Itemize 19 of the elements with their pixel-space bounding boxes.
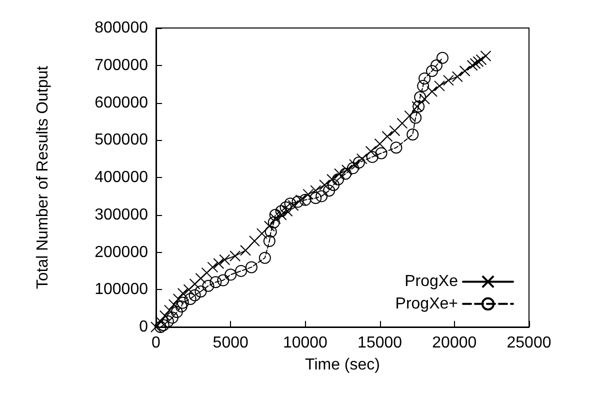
x-tick-label: 15000 xyxy=(358,334,402,352)
y-tick-label: 400000 xyxy=(94,169,148,186)
x-axis-title: Time (sec) xyxy=(305,356,380,374)
x-tick-label: 25000 xyxy=(506,334,552,352)
y-tick-label: 800000 xyxy=(94,20,148,36)
legend-label: ProgXe xyxy=(404,273,458,290)
y-tick-label: 300000 xyxy=(94,206,148,224)
y-tick-label: 100000 xyxy=(94,281,148,298)
y-tick-label: 0 xyxy=(139,318,148,336)
y-axis-title: Total Number of Results Output xyxy=(34,65,52,290)
x-tick-label: 20000 xyxy=(432,334,477,352)
x-tick-label: 0 xyxy=(152,334,161,352)
x-tick-label: 5000 xyxy=(212,334,248,352)
legend-label: ProgXe+ xyxy=(395,295,458,312)
y-tick-label: 200000 xyxy=(94,244,148,261)
y-tick-label: 700000 xyxy=(94,56,148,74)
y-tick-label: 500000 xyxy=(94,132,148,149)
y-tick-label: 600000 xyxy=(94,94,148,112)
x-tick-label: 10000 xyxy=(282,334,328,352)
